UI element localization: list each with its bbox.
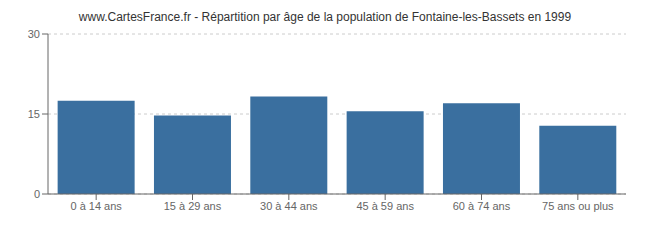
svg-text:60 à 74 ans: 60 à 74 ans xyxy=(453,200,511,212)
svg-text:0: 0 xyxy=(34,188,40,200)
svg-text:75 ans ou plus: 75 ans ou plus xyxy=(542,200,614,212)
html-text:www.CartesFrance.fr - Répartit: www.CartesFrance.fr - Répartition par âg… xyxy=(78,10,572,24)
svg-text:30: 30 xyxy=(28,28,40,40)
svg-text:15 à 29 ans: 15 à 29 ans xyxy=(164,200,222,212)
svg-text:0 à 14 ans: 0 à 14 ans xyxy=(70,200,122,212)
svg-text:45 à 59 ans: 45 à 59 ans xyxy=(356,200,414,212)
svg-text:30 à 44 ans: 30 à 44 ans xyxy=(260,200,318,212)
svg-text:15: 15 xyxy=(28,108,40,120)
